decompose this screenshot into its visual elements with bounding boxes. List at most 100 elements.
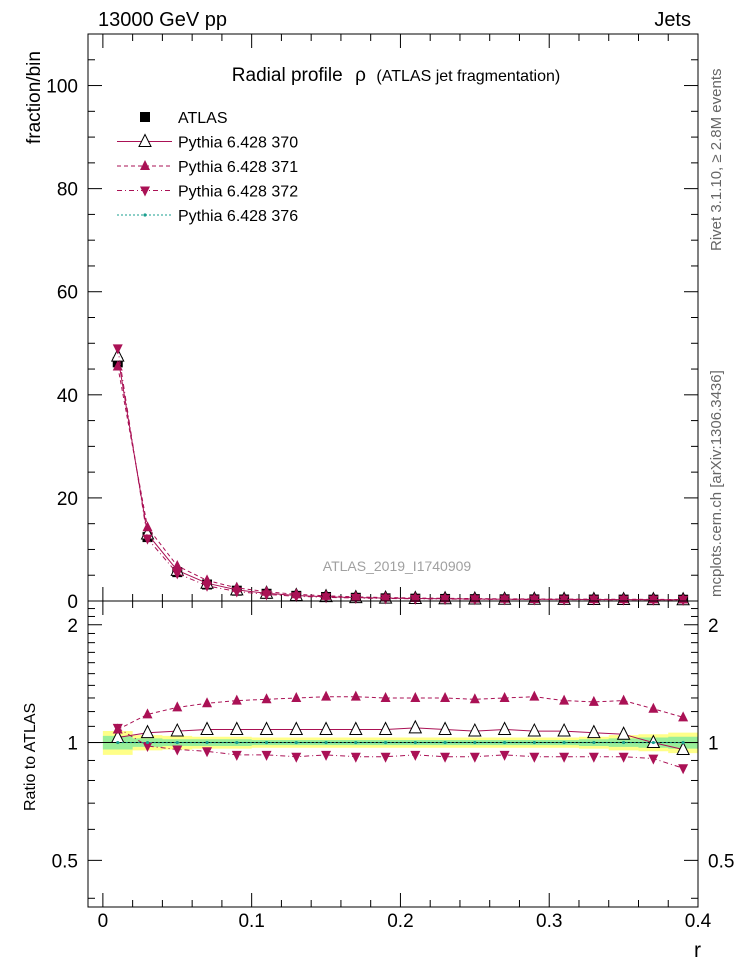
legend-marker [140, 112, 150, 122]
ratio-point-pythia-6-428-372 [588, 752, 599, 763]
ratio-series-pythia-6-428-372 [112, 723, 689, 775]
ratio-line-pythia-6-428-370 [117, 727, 684, 750]
ratio-point-pythia-6-428-376 [383, 740, 388, 745]
main-point-pythia-6-428-371 [172, 559, 183, 570]
ratio-point-pythia-6-428-376 [413, 740, 417, 745]
ratio-point-pythia-6-428-370 [408, 719, 423, 734]
ratio-series-pythia-6-428-370 [110, 719, 690, 755]
legend-label: Pythia 6.428 371 [178, 159, 298, 176]
ratio-point-pythia-6-428-371 [172, 701, 183, 712]
ratio-point-pythia-6-428-370 [319, 721, 333, 735]
ratio-point-pythia-6-428-371 [410, 691, 421, 702]
title-sub: (ATLAS jet fragmentation) [376, 68, 560, 85]
ratio-point-pythia-6-428-371 [440, 691, 451, 702]
analysis-watermark: ATLAS_2019_I1740909 [323, 558, 472, 574]
ratio-point-pythia-6-428-370 [229, 721, 244, 735]
legend-marker [143, 213, 147, 217]
ratio-point-pythia-6-428-372 [231, 750, 242, 761]
ratio-point-pythia-6-428-372 [618, 752, 629, 763]
ratio-point-pythia-6-428-372 [410, 750, 421, 761]
ratio-point-pythia-6-428-372 [648, 754, 659, 765]
legend-entry-pythia-6-428-371: Pythia 6.428 371 [117, 159, 298, 176]
ratio-line-pythia-6-428-371 [117, 696, 684, 730]
ratio-point-pythia-6-428-370 [259, 721, 274, 735]
ratio-point-pythia-6-428-371 [499, 691, 510, 702]
ratio-point-pythia-6-428-372 [499, 750, 510, 761]
ratio-ytick-label: 0.5 [52, 851, 78, 872]
ratio-series-pythia-6-428-371 [112, 690, 689, 734]
ratio-point-pythia-6-428-372 [350, 752, 361, 763]
ratio-point-pythia-6-428-372 [440, 752, 451, 763]
ratio-point-pythia-6-428-370 [200, 721, 214, 735]
ratio-point-pythia-6-428-376 [502, 740, 507, 745]
ratio-point-pythia-6-428-370 [378, 721, 393, 735]
ratio-series [110, 690, 690, 775]
ratio-point-pythia-6-428-371 [588, 695, 599, 706]
ratio-point-pythia-6-428-371 [291, 691, 302, 702]
ratio-point-pythia-6-428-376 [205, 740, 209, 745]
ratio-point-pythia-6-428-376 [324, 740, 328, 745]
ratio-point-pythia-6-428-376 [443, 740, 447, 745]
ratio-xtick-label: 0.3 [536, 911, 562, 932]
main-point-pythia-6-428-371 [112, 360, 123, 371]
ratio-ylabel: Ratio to ATLAS [22, 703, 39, 811]
ratio-ytick-label-right: 2 [708, 616, 719, 637]
main-point-pythia-6-428-372 [172, 569, 183, 580]
ratio-point-pythia-6-428-376 [681, 740, 685, 745]
ratio-point-pythia-6-428-371 [261, 693, 272, 704]
main-line-pythia-6-428-372 [117, 348, 684, 601]
main-panel: 0 20 40 60 80 100 [46, 33, 699, 613]
ratio-point-pythia-6-428-371 [202, 697, 213, 708]
ratio-point-pythia-6-428-372 [261, 750, 272, 761]
ratio-point-pythia-6-428-370 [616, 726, 631, 740]
main-ylabel: fraction/bin [24, 51, 45, 144]
ratio-point-pythia-6-428-376 [235, 740, 239, 745]
ratio-point-pythia-6-428-370 [587, 724, 601, 739]
main-series [110, 344, 690, 606]
ratio-panel: 0.5 0.5 1 1 2 2 0 0.1 0.2 0.3 0.4 [52, 600, 734, 932]
legend-entry-pythia-6-428-370: Pythia 6.428 370 [117, 133, 298, 152]
ratio-axis-ticks: 0.5 0.5 1 1 2 2 0 0.1 0.2 0.3 0.4 [52, 601, 734, 932]
legend: ATLAS Pythia 6.428 370 Pythia 6.428 371 Pyt… [117, 110, 298, 225]
main-point-pythia-6-428-372 [231, 587, 242, 598]
main-point-pythia-6-428-372 [142, 534, 153, 545]
ratio-point-pythia-6-428-372 [142, 741, 153, 752]
ratio-point-pythia-6-428-371 [350, 690, 361, 701]
ratio-point-pythia-6-428-371 [678, 711, 689, 722]
legend-label: ATLAS [178, 110, 228, 127]
main-point-pythia-6-428-372 [112, 344, 123, 355]
ratio-point-pythia-6-428-376 [651, 740, 655, 745]
legend-marker [140, 186, 150, 197]
ratio-point-pythia-6-428-370 [676, 741, 690, 755]
rivet-label: Rivet 3.1.10, ≥ 2.8M events [708, 69, 725, 252]
ratio-line-pythia-6-428-372 [117, 727, 684, 769]
ratio-point-pythia-6-428-370 [497, 721, 512, 735]
legend-entry-pythia-6-428-376: Pythia 6.428 376 [117, 208, 298, 225]
ratio-point-pythia-6-428-371 [231, 694, 242, 705]
main-ytick-label: 60 [57, 283, 78, 304]
ratio-point-pythia-6-428-371 [618, 694, 629, 705]
ratio-frame [87, 600, 699, 908]
ratio-point-pythia-6-428-371 [380, 691, 391, 702]
legend-marker [140, 160, 150, 170]
legend-label: Pythia 6.428 376 [178, 208, 298, 225]
ratio-point-pythia-6-428-371 [559, 694, 570, 705]
ratio-point-pythia-6-428-376 [592, 740, 596, 745]
main-point-pythia-6-428-372 [469, 595, 480, 606]
chart-title: Radial profile ρ (ATLAS jet fragmentatio… [232, 65, 560, 86]
main-ytick-label: 0 [67, 592, 78, 613]
main-ytick-label: 80 [57, 180, 78, 201]
ratio-xlabel: r [694, 939, 701, 962]
main-point-pythia-6-428-372 [499, 595, 510, 606]
ratio-point-pythia-6-428-376 [532, 740, 536, 745]
ratio-point-pythia-6-428-370 [289, 721, 304, 735]
ratio-point-pythia-6-428-372 [529, 752, 540, 763]
ratio-ytick-label: 1 [67, 734, 78, 755]
main-point-pythia-6-428-371 [142, 521, 153, 532]
main-point-pythia-6-428-372 [410, 594, 421, 605]
main-point-pythia-6-428-372 [321, 593, 332, 604]
ratio-point-pythia-6-428-372 [202, 747, 213, 758]
main-point-pythia-6-428-372 [291, 592, 302, 603]
legend-label: Pythia 6.428 370 [178, 135, 298, 152]
ratio-point-pythia-6-428-376 [473, 740, 477, 745]
